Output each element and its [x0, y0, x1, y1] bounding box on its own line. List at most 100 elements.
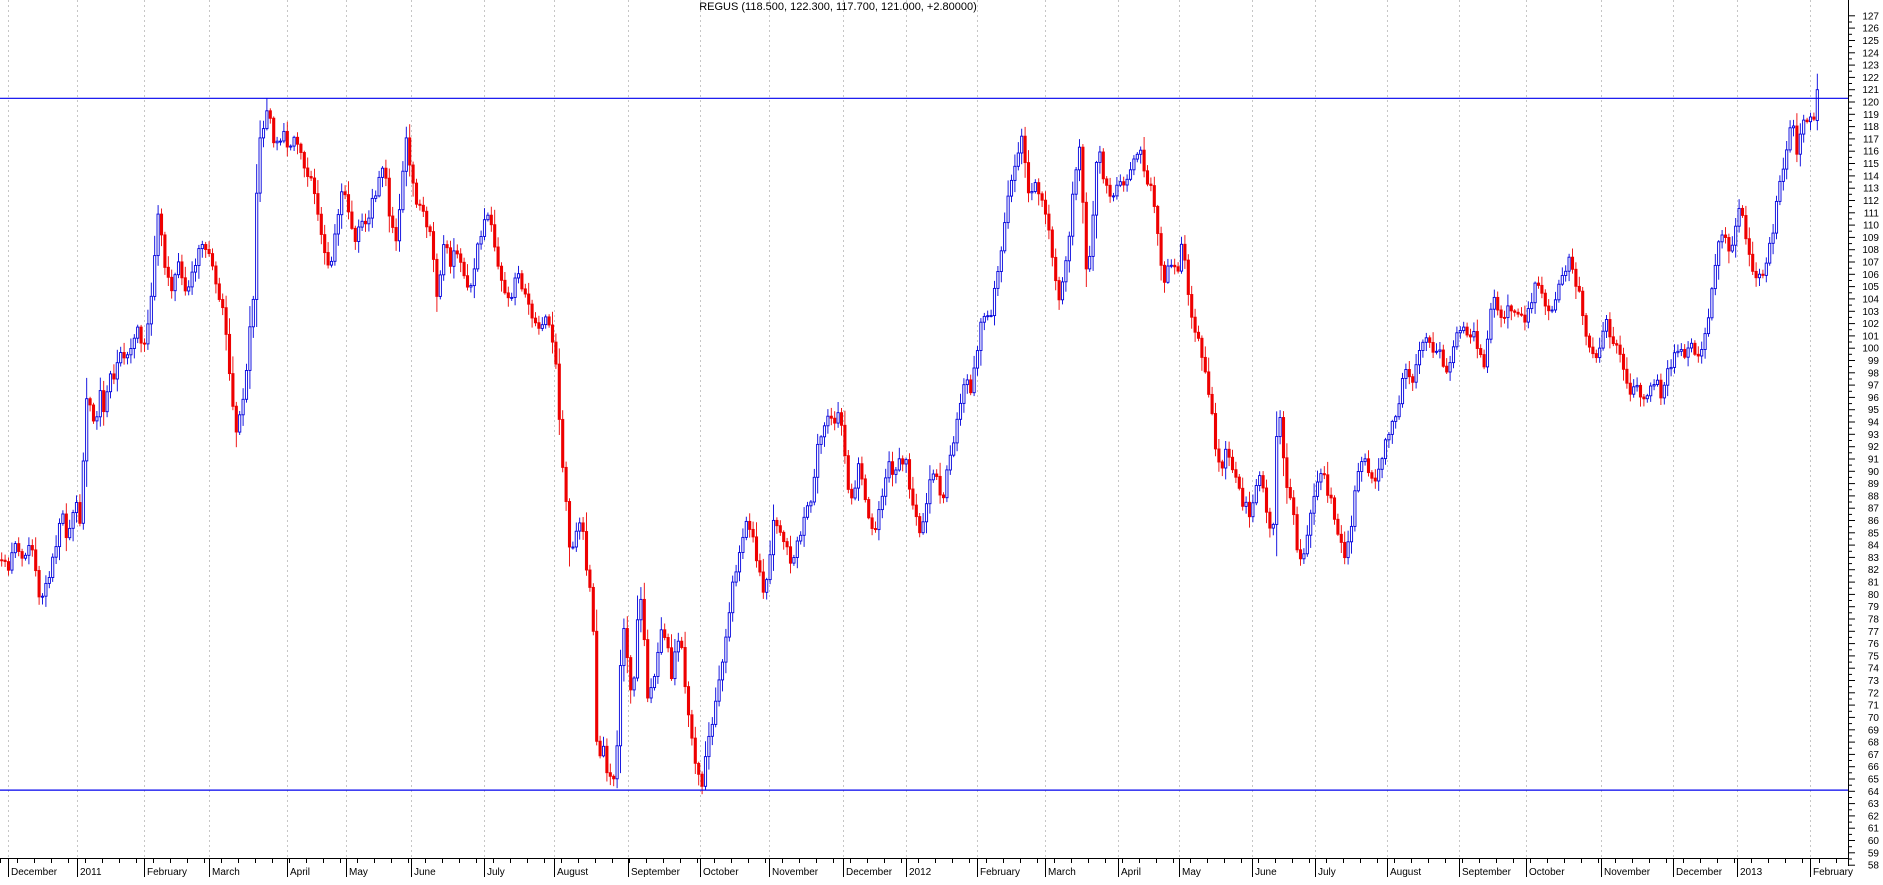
- svg-text:72: 72: [1868, 688, 1880, 699]
- svg-text:93: 93: [1868, 430, 1880, 441]
- svg-text:66: 66: [1868, 762, 1880, 773]
- svg-text:100: 100: [1862, 344, 1879, 355]
- svg-text:63: 63: [1868, 799, 1880, 810]
- chart-title: REGUS (118.500, 122.300, 117.700, 121.00…: [699, 1, 977, 13]
- svg-text:87: 87: [1868, 504, 1880, 515]
- svg-text:73: 73: [1868, 676, 1880, 687]
- svg-text:121: 121: [1862, 85, 1879, 96]
- svg-text:117: 117: [1863, 134, 1879, 145]
- svg-text:86: 86: [1868, 516, 1880, 527]
- svg-text:108: 108: [1862, 245, 1879, 256]
- svg-text:101: 101: [1862, 331, 1879, 342]
- svg-text:78: 78: [1868, 615, 1880, 626]
- svg-text:69: 69: [1868, 725, 1880, 736]
- svg-text:September: September: [1462, 867, 1512, 878]
- svg-text:December: December: [846, 867, 893, 878]
- svg-text:62: 62: [1868, 811, 1880, 822]
- svg-text:109: 109: [1862, 233, 1879, 244]
- svg-text:114: 114: [1863, 171, 1879, 182]
- price-axis-ticks: [1848, 0, 1855, 866]
- month-gridlines: [8, 0, 1811, 858]
- svg-text:112: 112: [1863, 196, 1879, 207]
- svg-text:58: 58: [1868, 861, 1880, 872]
- svg-text:74: 74: [1868, 664, 1880, 675]
- svg-text:104: 104: [1862, 294, 1879, 305]
- svg-text:79: 79: [1868, 602, 1880, 613]
- svg-text:82: 82: [1868, 565, 1880, 576]
- svg-text:67: 67: [1868, 750, 1880, 761]
- svg-text:94: 94: [1868, 418, 1880, 429]
- svg-text:105: 105: [1862, 282, 1879, 293]
- svg-text:February: February: [1813, 867, 1853, 878]
- svg-text:July: July: [487, 867, 505, 878]
- svg-text:February: February: [147, 867, 187, 878]
- svg-text:122: 122: [1862, 73, 1879, 84]
- svg-text:77: 77: [1868, 627, 1880, 638]
- svg-text:59: 59: [1868, 848, 1880, 859]
- svg-text:92: 92: [1868, 442, 1880, 453]
- svg-text:115: 115: [1863, 159, 1879, 170]
- svg-text:2011: 2011: [80, 867, 102, 878]
- svg-text:61: 61: [1868, 824, 1880, 835]
- svg-text:88: 88: [1868, 491, 1880, 502]
- svg-text:April: April: [1121, 867, 1141, 878]
- svg-text:97: 97: [1868, 381, 1880, 392]
- svg-text:127: 127: [1862, 11, 1879, 22]
- svg-text:August: August: [557, 867, 588, 878]
- time-axis-ticks: [0, 858, 1848, 877]
- svg-text:99: 99: [1868, 356, 1880, 367]
- svg-text:98: 98: [1868, 368, 1880, 379]
- svg-text:71: 71: [1868, 701, 1880, 712]
- svg-text:106: 106: [1862, 270, 1879, 281]
- svg-text:102: 102: [1862, 319, 1879, 330]
- svg-text:107: 107: [1862, 258, 1879, 269]
- svg-text:83: 83: [1868, 553, 1880, 564]
- svg-text:125: 125: [1862, 36, 1879, 47]
- svg-text:84: 84: [1868, 541, 1880, 552]
- svg-text:120: 120: [1862, 98, 1879, 109]
- svg-text:2013: 2013: [1740, 867, 1763, 878]
- svg-text:126: 126: [1862, 24, 1879, 35]
- svg-text:June: June: [414, 867, 436, 878]
- svg-text:June: June: [1255, 867, 1277, 878]
- svg-text:123: 123: [1862, 61, 1879, 72]
- svg-text:November: November: [1604, 867, 1651, 878]
- svg-text:April: April: [290, 867, 310, 878]
- time-axis-labels: December 2011 February March April May June Jul…: [11, 867, 1853, 878]
- svg-text:80: 80: [1868, 590, 1880, 601]
- svg-text:76: 76: [1868, 639, 1880, 650]
- svg-text:65: 65: [1868, 775, 1880, 786]
- svg-text:August: August: [1390, 867, 1421, 878]
- svg-text:116: 116: [1863, 147, 1879, 158]
- svg-text:November: November: [772, 867, 819, 878]
- svg-text:113: 113: [1863, 184, 1879, 195]
- svg-text:119: 119: [1863, 110, 1879, 121]
- svg-text:103: 103: [1862, 307, 1879, 318]
- candles-down: [0, 108, 1816, 795]
- svg-text:96: 96: [1868, 393, 1880, 404]
- svg-text:July: July: [1318, 867, 1336, 878]
- svg-text:60: 60: [1868, 836, 1880, 847]
- svg-text:December: December: [1676, 867, 1723, 878]
- svg-text:2012: 2012: [909, 867, 932, 878]
- svg-text:December: December: [11, 867, 58, 878]
- svg-text:81: 81: [1868, 578, 1880, 589]
- candles-up: [10, 73, 1819, 790]
- svg-text:124: 124: [1862, 48, 1879, 59]
- svg-text:118: 118: [1863, 122, 1879, 133]
- svg-text:89: 89: [1868, 479, 1880, 490]
- svg-text:October: October: [1529, 867, 1565, 878]
- svg-text:70: 70: [1868, 713, 1880, 724]
- svg-text:May: May: [349, 867, 368, 878]
- svg-text:March: March: [212, 867, 240, 878]
- svg-text:68: 68: [1868, 738, 1880, 749]
- svg-text:64: 64: [1868, 787, 1880, 798]
- svg-text:85: 85: [1868, 528, 1880, 539]
- svg-text:February: February: [980, 867, 1020, 878]
- svg-text:September: September: [631, 867, 681, 878]
- svg-text:111: 111: [1864, 208, 1880, 219]
- svg-text:March: March: [1048, 867, 1076, 878]
